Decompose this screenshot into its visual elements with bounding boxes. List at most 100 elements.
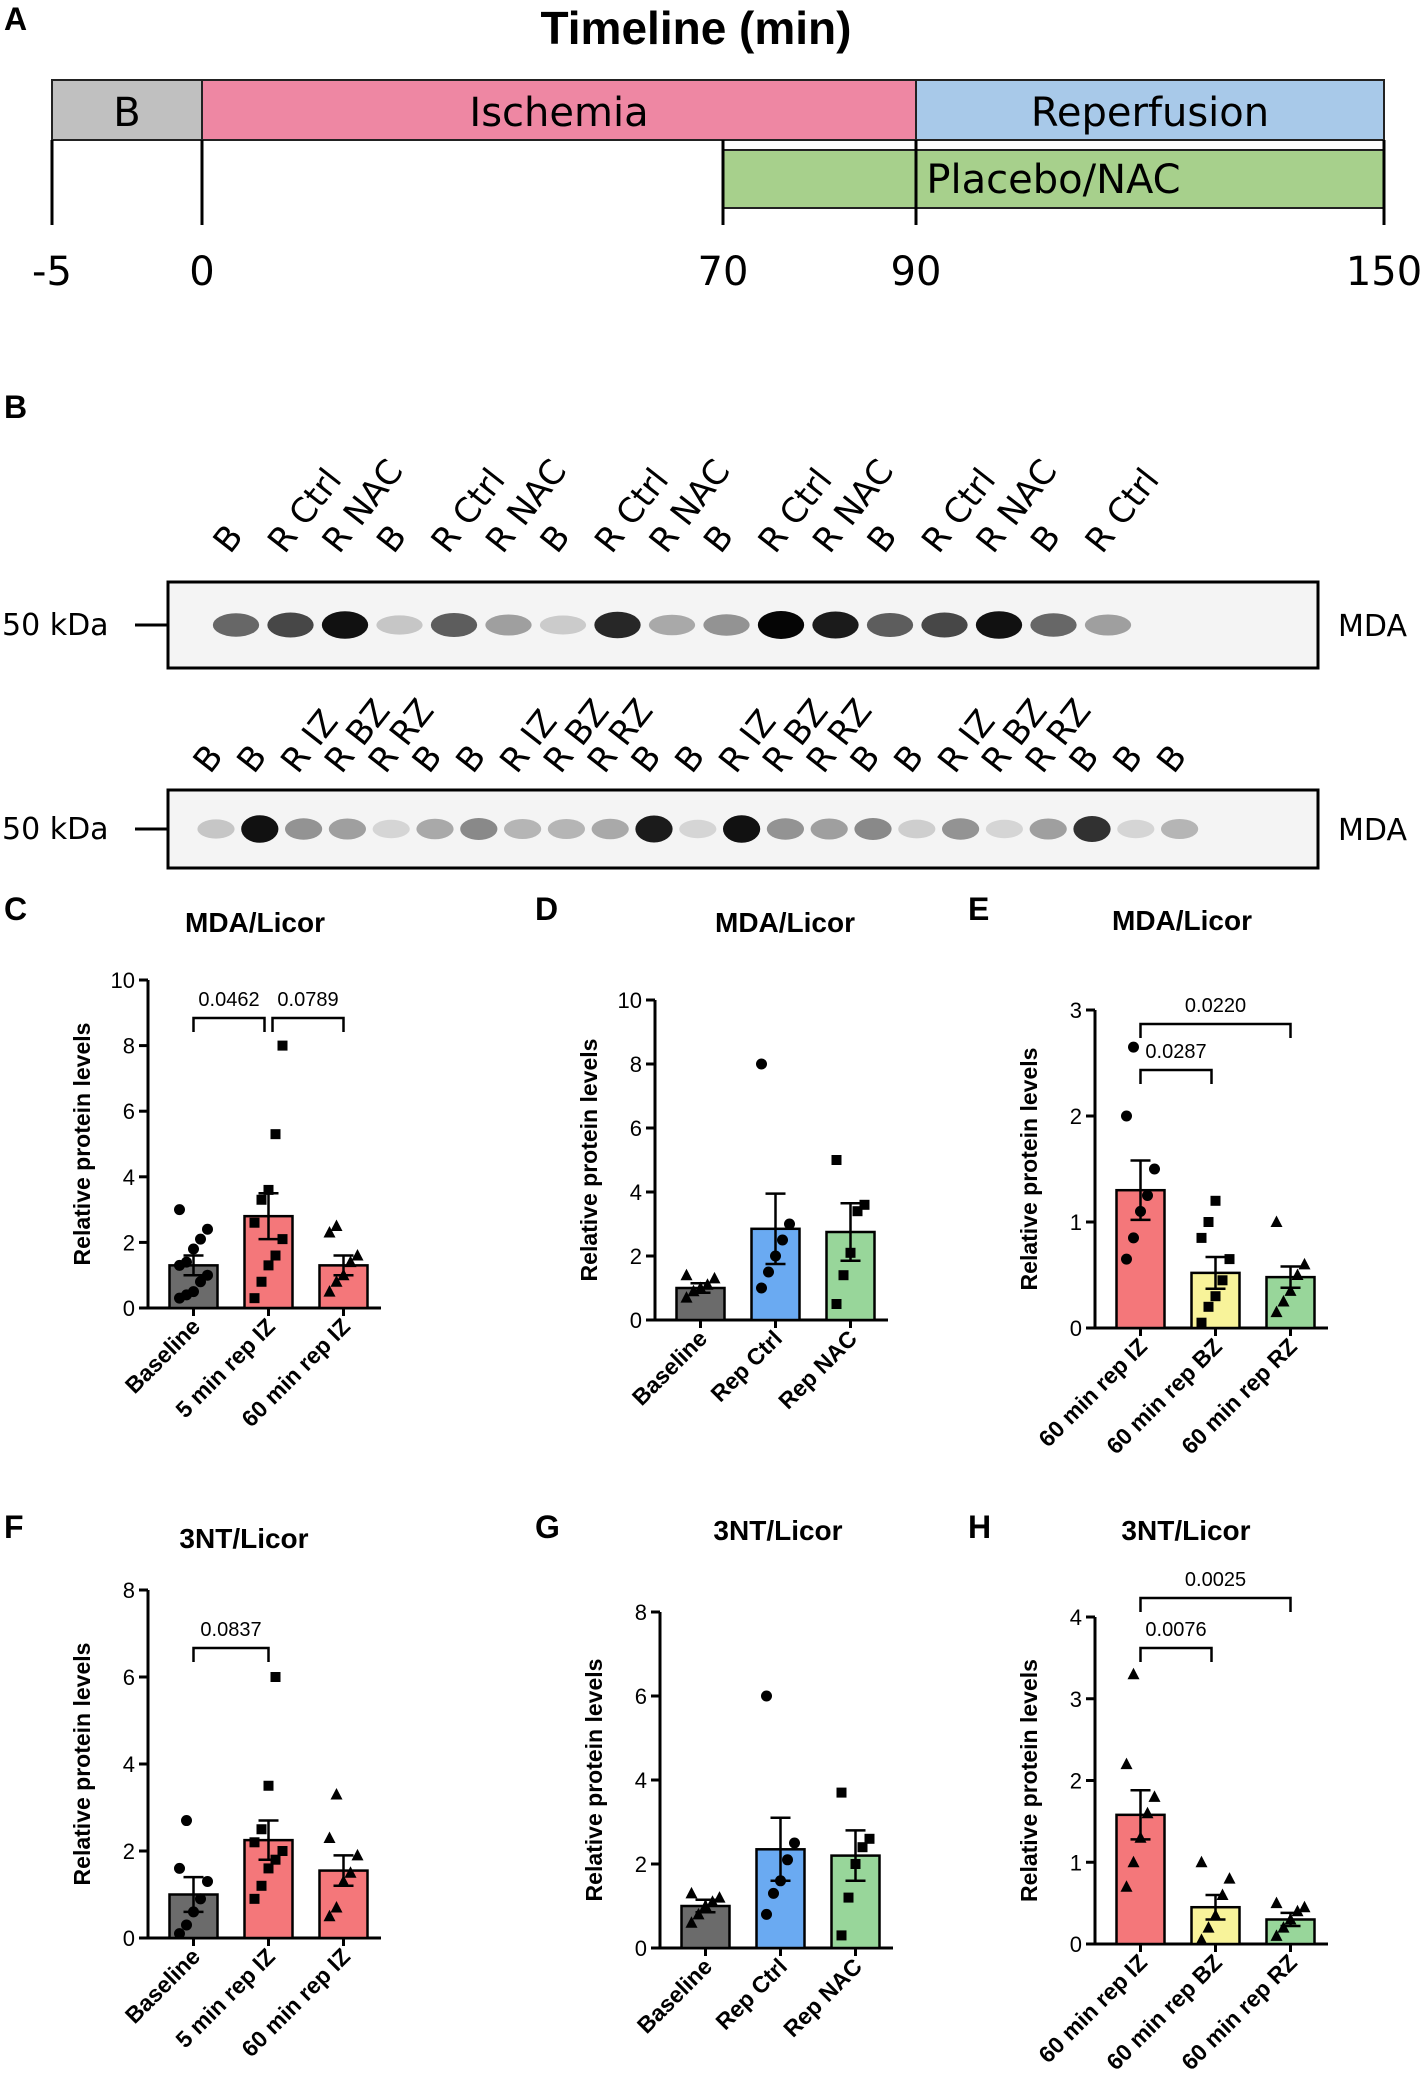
data-point: [1284, 1912, 1297, 1925]
y-tick-label: 0: [123, 1926, 135, 1951]
data-point: [1195, 1933, 1208, 1945]
data-point: [323, 1909, 336, 1922]
data-point: [845, 1247, 856, 1258]
y-tick-label: 4: [635, 1768, 647, 1793]
chart-title: MDA/Licor: [185, 907, 325, 938]
y-tick-label: 1: [1070, 1210, 1082, 1235]
lane-label: B: [369, 518, 415, 561]
x-category-label: Rep NAC: [773, 1325, 862, 1414]
y-tick-label: 2: [1070, 1104, 1082, 1129]
lane-label: R Ctrl: [1078, 461, 1168, 560]
y-axis-label: Relative protein levels: [69, 1643, 95, 1886]
data-point: [249, 1217, 260, 1228]
data-point: [680, 1268, 693, 1281]
timeline-tick-label: 90: [891, 249, 942, 295]
y-tick-label: 2: [123, 1230, 135, 1255]
blot-band: [430, 613, 478, 637]
data-point: [699, 1899, 712, 1911]
blot-band: [703, 614, 750, 636]
blot-band: [1160, 819, 1199, 839]
chart-title: MDA/Licor: [1112, 905, 1252, 936]
data-point: [174, 1204, 185, 1216]
data-point: [756, 1282, 767, 1294]
timeline: B Ischemia Reperfusion Placebo/NAC -5 0 70 90 15…: [32, 79, 1420, 295]
data-point: [1203, 1217, 1214, 1227]
data-point: [756, 1058, 767, 1070]
blot-band: [503, 819, 542, 839]
significance-bracket: [271, 1016, 345, 1032]
y-tick-label: 2: [123, 1839, 135, 1864]
significance-bracket: [192, 1646, 270, 1662]
data-point: [789, 1837, 800, 1849]
data-point: [1135, 1205, 1146, 1217]
data-point: [270, 1672, 281, 1682]
y-axis-label: Relative protein levels: [69, 1023, 95, 1266]
panel-letter-a: A: [4, 1, 27, 37]
y-tick-label: 8: [123, 1034, 135, 1059]
timeline-segment-bar: [51, 79, 203, 141]
blot-band: [460, 818, 498, 840]
chart-title: 3NT/Licor: [713, 1515, 842, 1546]
data-point: [761, 1690, 772, 1702]
data-point: [768, 1887, 779, 1899]
data-point: [263, 1863, 274, 1874]
data-point: [831, 1155, 842, 1165]
data-point: [330, 1275, 343, 1287]
data-point: [852, 1206, 863, 1217]
data-point: [784, 1218, 795, 1230]
data-point: [857, 1842, 868, 1853]
blot-band: [212, 613, 260, 637]
data-point: [202, 1269, 213, 1281]
blot-band: [594, 611, 641, 639]
data-point: [277, 1234, 288, 1245]
data-point: [256, 1194, 267, 1205]
blot-band: [1030, 613, 1077, 637]
data-point: [1202, 1921, 1215, 1933]
data-point: [1127, 1855, 1140, 1868]
significance-bracket: [192, 1016, 266, 1032]
y-tick-label: 10: [618, 988, 642, 1013]
data-point: [1141, 1806, 1154, 1819]
p-value-label: 0.0287: [1145, 1041, 1206, 1063]
lane-label: B: [1149, 738, 1195, 781]
significance-bracket: [1139, 1596, 1292, 1612]
data-point: [1128, 1041, 1139, 1053]
data-point: [1149, 1163, 1160, 1175]
data-point: [1216, 1888, 1229, 1900]
data-point: [263, 1780, 274, 1791]
timeline-segment-label: Reperfusion: [1031, 90, 1269, 136]
data-point: [195, 1233, 206, 1245]
data-point: [256, 1880, 267, 1891]
y-tick-label: 10: [111, 968, 135, 993]
blot-target-label: MDA: [1338, 813, 1407, 848]
data-point: [249, 1293, 260, 1304]
y-tick-label: 4: [123, 1165, 135, 1190]
data-point: [249, 1893, 260, 1904]
data-point: [323, 1285, 336, 1297]
treatment-label: Placebo/NAC: [926, 157, 1180, 203]
data-point: [181, 1256, 192, 1268]
chart-panel-d: MDA/Licor 0 2 4 6 8 10 Relative protein levels B…: [576, 907, 888, 1414]
blot-band: [985, 819, 1024, 839]
y-tick-label: 8: [123, 1578, 135, 1603]
blot-band: [416, 818, 454, 840]
data-point: [713, 1891, 726, 1903]
p-value-label: 0.0025: [1185, 1569, 1246, 1591]
p-value-label: 0.0462: [198, 989, 259, 1011]
y-tick-label: 3: [1070, 1687, 1082, 1712]
panel-letter-e: E: [968, 891, 989, 927]
y-tick-label: 2: [630, 1244, 642, 1269]
data-point: [270, 1129, 281, 1140]
x-category-label: Rep NAC: [778, 1953, 867, 2042]
data-point: [706, 1895, 719, 1907]
p-value-label: 0.0076: [1145, 1619, 1206, 1641]
timeline-tick-label: 70: [698, 249, 749, 295]
timeline-segment-label: B: [113, 90, 140, 136]
p-value-label: 0.0220: [1185, 995, 1246, 1017]
blot-band: [679, 819, 717, 839]
blot-band: [1084, 614, 1132, 636]
lane-label: B: [1023, 518, 1069, 561]
